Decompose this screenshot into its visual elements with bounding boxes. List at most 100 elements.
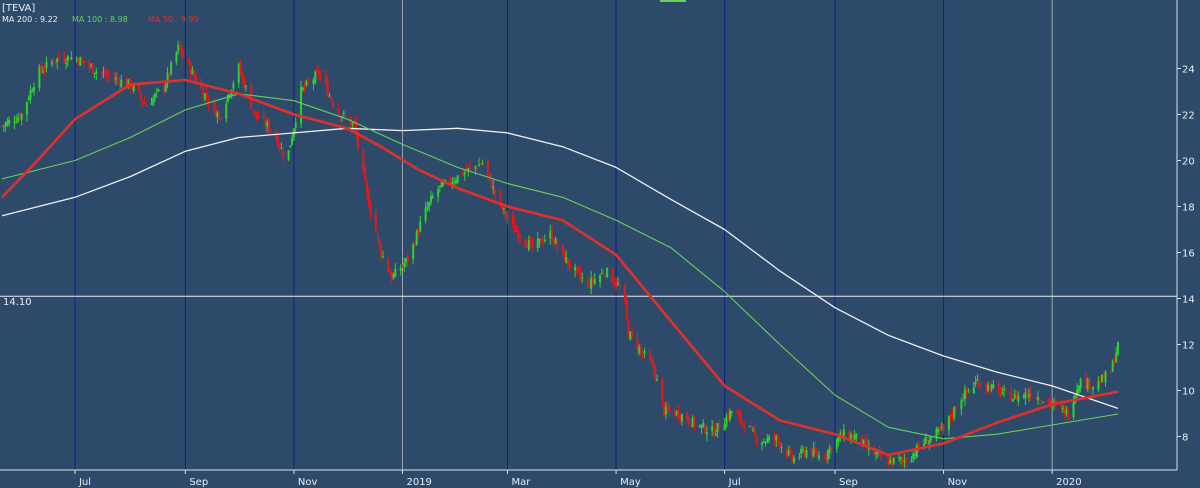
candle-body-264 xyxy=(656,379,659,381)
candle-body-55 xyxy=(138,85,141,93)
candle-body-310 xyxy=(773,437,776,440)
candle-body-23 xyxy=(56,58,59,63)
candle-415 xyxy=(1035,397,1038,400)
candle-body-442 xyxy=(1100,375,1103,382)
candle-body-416 xyxy=(1036,397,1039,401)
candle-body-222 xyxy=(552,240,555,244)
y-tick-label-2: 20 xyxy=(1182,157,1195,168)
candle-302 xyxy=(752,426,755,432)
candle-262 xyxy=(652,355,655,375)
candle-68 xyxy=(168,71,171,80)
candle-body-36 xyxy=(89,65,92,67)
candle-354 xyxy=(880,446,883,462)
candle-body-65 xyxy=(162,88,165,91)
candle-314 xyxy=(780,443,783,454)
candle-body-385 xyxy=(960,400,963,409)
candle-413 xyxy=(1028,388,1031,402)
candle-body-191 xyxy=(476,167,479,169)
candle-body-154 xyxy=(381,256,384,258)
candle-297 xyxy=(739,409,742,426)
candle-body-432 xyxy=(1076,389,1079,395)
candle-97 xyxy=(241,71,244,84)
candle-440 xyxy=(1097,376,1100,393)
candle-body-304 xyxy=(755,437,758,444)
candle-body-227 xyxy=(565,257,568,263)
candle-24 xyxy=(57,52,60,63)
chart-title: [TEVA] xyxy=(2,3,35,14)
candle-293 xyxy=(728,408,731,422)
candle-240 xyxy=(599,274,602,288)
candle-body-25 xyxy=(63,57,66,63)
candle-32 xyxy=(79,56,82,66)
candle-body-54 xyxy=(132,85,135,91)
candle-body-237 xyxy=(590,277,593,289)
candle-body-224 xyxy=(556,241,559,247)
candle-102 xyxy=(253,111,256,116)
candle-body-199 xyxy=(494,189,497,195)
candle-109 xyxy=(269,129,272,134)
candle-31 xyxy=(77,57,80,66)
candle-body-433 xyxy=(1077,385,1080,393)
candle-243 xyxy=(604,274,607,280)
candle-446 xyxy=(1111,359,1114,373)
candle-90 xyxy=(225,100,228,123)
candle-body-429 xyxy=(1067,409,1070,419)
candle-body-266 xyxy=(663,402,666,416)
candle-34 xyxy=(82,60,85,69)
candle-202 xyxy=(502,207,505,215)
candle-body-313 xyxy=(778,442,781,448)
candle-body-31 xyxy=(77,59,80,64)
moving-average-lines xyxy=(1,78,1119,457)
candle-body-189 xyxy=(469,166,472,168)
candle-body-169 xyxy=(419,220,422,232)
candle-311 xyxy=(775,434,778,448)
candle-body-286 xyxy=(712,426,715,437)
candle-body-134 xyxy=(332,102,335,107)
candle-body-210 xyxy=(524,239,527,245)
x-tick-label-8: Nov xyxy=(948,477,968,488)
candle-body-85 xyxy=(212,102,215,105)
candle-76 xyxy=(189,61,192,82)
candle-342 xyxy=(851,433,854,439)
candle-body-175 xyxy=(437,189,440,197)
candle-body-91 xyxy=(227,94,230,102)
candle-body-253 xyxy=(629,331,632,340)
candle-body-122 xyxy=(303,86,306,88)
candle-335 xyxy=(835,438,838,454)
candle-body-336 xyxy=(837,436,840,442)
candle-251 xyxy=(625,295,628,321)
candle-405 xyxy=(1010,385,1013,402)
candle-body-18 xyxy=(43,69,46,71)
candle-222 xyxy=(552,237,555,248)
candle-149 xyxy=(369,198,372,219)
candle-408 xyxy=(1015,391,1018,400)
candle-body-270 xyxy=(673,410,676,417)
candle-183 xyxy=(454,177,457,185)
candle-body-90 xyxy=(225,103,228,119)
candle-body-171 xyxy=(426,206,429,210)
candle-318 xyxy=(791,452,794,464)
candle-body-434 xyxy=(1079,379,1082,389)
candle-317 xyxy=(789,446,792,455)
candle-53 xyxy=(130,81,133,92)
candle-64 xyxy=(157,88,160,93)
candle-131 xyxy=(326,75,329,98)
candle-121 xyxy=(301,86,304,92)
candle-body-155 xyxy=(387,258,390,272)
candle-264 xyxy=(656,374,659,382)
candle-260 xyxy=(648,348,651,363)
candle-231 xyxy=(575,267,578,275)
candle-253 xyxy=(629,330,632,341)
candle-367 xyxy=(914,448,917,461)
candle-body-97 xyxy=(241,74,244,78)
candle-403 xyxy=(1003,384,1006,397)
candle-body-358 xyxy=(890,458,893,465)
candle-body-24 xyxy=(57,56,60,60)
candle-401 xyxy=(999,386,1002,399)
candle-132 xyxy=(328,92,331,98)
candle-body-382 xyxy=(951,415,954,417)
candle-421 xyxy=(1049,397,1052,410)
candle-body-98 xyxy=(243,77,246,88)
candle-55 xyxy=(138,84,141,94)
candle-206 xyxy=(513,216,516,233)
